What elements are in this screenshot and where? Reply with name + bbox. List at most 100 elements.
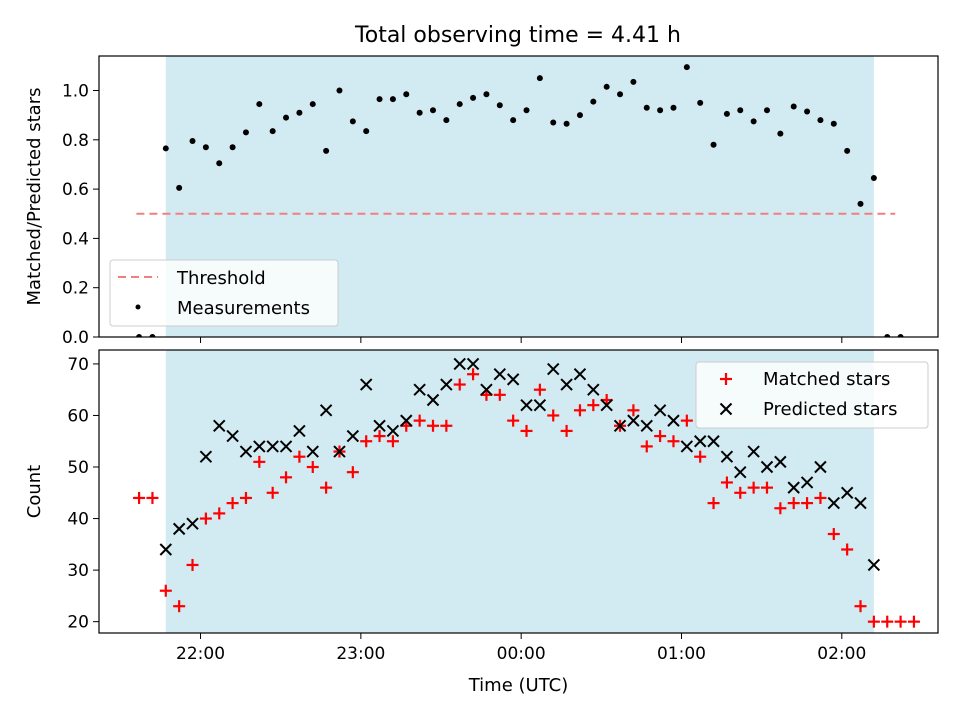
top-point-0-43 xyxy=(710,141,717,148)
bottom-point-1-18-b xyxy=(400,414,413,427)
bottom-point-1-15 xyxy=(359,378,373,391)
bottom-point-1-18 xyxy=(400,414,413,427)
bottom-point-1-52-b xyxy=(854,496,867,510)
legend-predicted-swatch xyxy=(719,402,733,416)
bottom-point-0-14 xyxy=(320,481,333,494)
bottom-point-1-17-b xyxy=(386,424,400,438)
top-point-0-8 xyxy=(242,129,249,136)
bottom-point-1-7 xyxy=(253,440,266,453)
bottom-y-tick-label-5: 70 xyxy=(67,355,89,375)
top-point-0-46 xyxy=(750,118,757,125)
top-point-0-40 xyxy=(670,104,677,111)
bottom-point-1-42-b xyxy=(720,450,734,463)
bottom-point-1-23 xyxy=(466,357,480,371)
bottom-point-0-16 xyxy=(346,466,359,479)
bottom-point-1-10-b xyxy=(293,424,306,438)
bottom-x-tick-label-4: 02:00 xyxy=(817,644,866,664)
top-y-tick-label-3: 0.6 xyxy=(62,180,89,200)
bottom-point-1-40-b xyxy=(693,435,707,448)
bottom-x-tick-label-0: 22:00 xyxy=(176,644,225,664)
bottom-point-1-47-b xyxy=(787,481,800,494)
bottom-point-1-32 xyxy=(587,383,600,396)
bottom-point-1-34-b xyxy=(613,419,627,432)
bottom-point-1-28-b xyxy=(533,398,547,412)
bottom-point-0-12 xyxy=(293,450,306,463)
top-point-0-25 xyxy=(470,94,477,101)
bottom-point-1-22-b xyxy=(453,357,466,371)
bottom-point-1-31 xyxy=(573,368,587,381)
bottom-point-1-27 xyxy=(520,398,533,412)
bottom-point-1-20-b xyxy=(426,393,440,407)
top-point-0-9 xyxy=(256,101,263,108)
bottom-point-1-43 xyxy=(734,465,747,479)
legend-matched-label: Matched stars xyxy=(763,369,890,390)
top-point-0-7 xyxy=(229,144,236,151)
top-point-0-37 xyxy=(630,78,637,85)
legend-measurements-swatch xyxy=(135,304,141,310)
bottom-point-0-8 xyxy=(239,491,252,504)
legend-threshold-label: Threshold xyxy=(176,268,266,289)
bottom-point-1-40 xyxy=(693,435,707,448)
bottom-point-1-46-b xyxy=(774,455,787,469)
bottom-point-1-1-b xyxy=(172,522,186,536)
bottom-point-1-9-b xyxy=(279,440,293,453)
bottom-point-1-13 xyxy=(333,445,346,458)
top-point-0-49 xyxy=(790,103,797,110)
top-point-0-57 xyxy=(897,334,904,337)
bottom-point-1-25-b xyxy=(493,368,507,381)
bottom-point-1-6 xyxy=(239,445,253,458)
top-series-measurements xyxy=(136,64,904,337)
top-point-0-23 xyxy=(443,117,450,124)
bottom-series-predicted-stars xyxy=(159,357,881,572)
top-point-0-55 xyxy=(870,175,877,182)
bottom-point-0-18 xyxy=(373,430,386,443)
legend-predicted-marker-b xyxy=(719,402,733,416)
legend-bottom: Matched stars Predicted stars xyxy=(695,361,929,429)
bottom-point-1-23-b xyxy=(466,357,480,371)
bottom-point-0-52 xyxy=(827,528,840,541)
bottom-point-0-37 xyxy=(627,404,640,417)
bottom-y-tick-label-0: 20 xyxy=(67,613,89,633)
bottom-point-0-1 xyxy=(146,491,159,504)
bottom-point-1-51 xyxy=(840,486,854,499)
bottom-point-1-0 xyxy=(159,543,173,556)
top-point-0-31 xyxy=(550,119,557,126)
top-point-0-27 xyxy=(496,102,503,109)
bottom-point-0-32 xyxy=(560,424,573,437)
bottom-point-1-22 xyxy=(453,357,466,371)
bottom-point-1-37-b xyxy=(653,404,667,417)
top-point-0-54 xyxy=(857,200,864,207)
bottom-point-1-15-b xyxy=(359,378,373,391)
bottom-point-1-16-b xyxy=(373,419,386,432)
top-point-0-45 xyxy=(737,107,744,114)
bottom-y-tick-label-1: 30 xyxy=(67,561,89,581)
bottom-point-1-13-b xyxy=(333,445,346,458)
bottom-point-1-10 xyxy=(293,424,306,438)
bottom-point-1-52 xyxy=(854,496,867,510)
bottom-y-tick-label-4: 60 xyxy=(67,406,89,426)
top-point-0-2 xyxy=(162,145,169,152)
bottom-point-1-50 xyxy=(827,496,841,510)
bottom-point-0-45 xyxy=(734,486,747,499)
bottom-point-0-11 xyxy=(280,471,293,484)
bottom-point-1-49-b xyxy=(814,460,827,474)
bottom-point-1-11-b xyxy=(306,445,319,458)
bottom-point-0-23 xyxy=(440,419,453,432)
top-y-tick-label-4: 0.8 xyxy=(62,131,89,151)
bottom-axes-frame xyxy=(98,349,939,634)
bottom-point-1-48 xyxy=(800,476,814,489)
bottom-point-0-44 xyxy=(720,476,733,489)
bottom-point-0-27 xyxy=(493,388,506,401)
top-point-0-36 xyxy=(617,91,624,98)
top-point-0-29 xyxy=(523,107,530,114)
bottom-point-1-44 xyxy=(747,445,760,458)
bottom-plot-area xyxy=(133,350,920,633)
bottom-x-tick-label-2: 00:00 xyxy=(497,644,546,664)
top-point-0-1 xyxy=(149,334,156,337)
bottom-point-1-43-b xyxy=(734,465,747,479)
bottom-point-0-9 xyxy=(253,455,266,468)
bottom-point-1-29-b xyxy=(547,362,560,376)
top-y-tick-label-0: 0.0 xyxy=(62,328,89,348)
bottom-point-1-0-b xyxy=(159,543,173,556)
